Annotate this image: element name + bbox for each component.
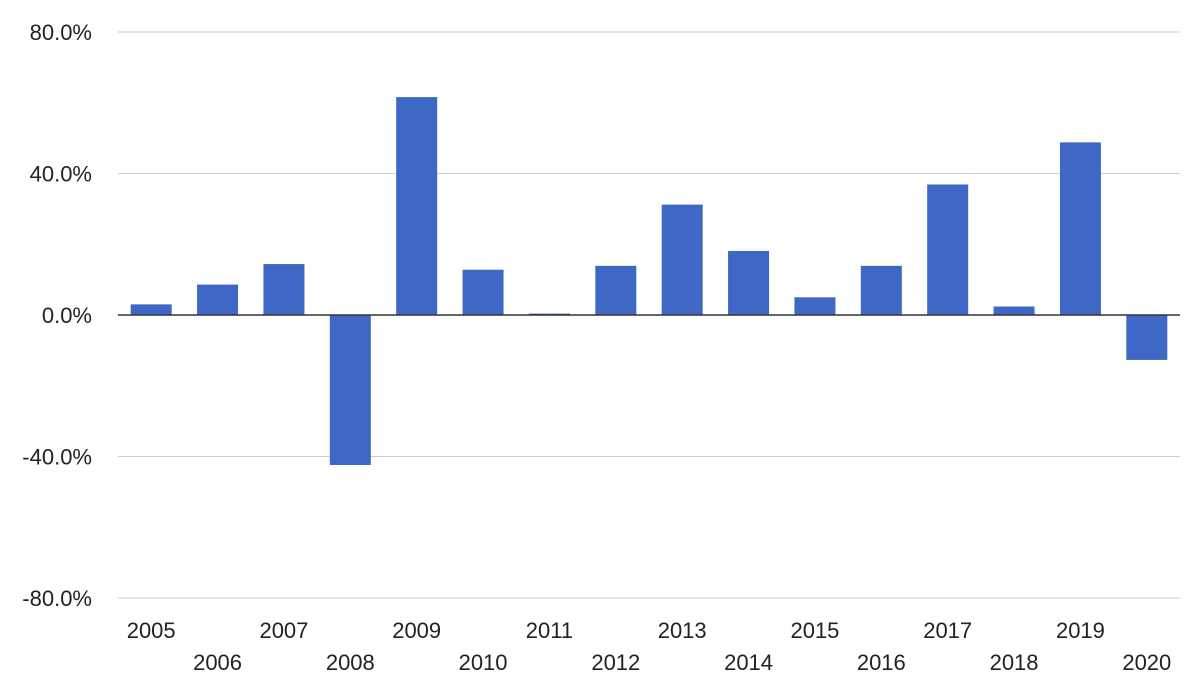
bar-2019 (1059, 142, 1101, 315)
x-tick-label: 2017 (923, 618, 972, 643)
bar-2017 (927, 184, 969, 315)
bar-2018 (993, 306, 1035, 315)
x-tick-label: 2015 (790, 618, 839, 643)
x-tick-label: 2012 (591, 650, 640, 675)
bar-2013 (661, 204, 703, 315)
x-tick-label: 2005 (127, 618, 176, 643)
y-tick-label: -80.0% (22, 586, 92, 611)
x-tick-label: 2020 (1122, 650, 1171, 675)
x-tick-label: 2013 (658, 618, 707, 643)
x-tick-label: 2006 (193, 650, 242, 675)
x-tick-label: 2007 (259, 618, 308, 643)
bar-2008 (329, 315, 371, 465)
x-tick-label: 2018 (990, 650, 1039, 675)
y-tick-label: 80.0% (30, 20, 92, 45)
x-tick-label: 2010 (459, 650, 508, 675)
x-tick-label: 2014 (724, 650, 773, 675)
x-axis-tick-labels: 2005 2006 2007 2008 2009 2010 2011 2012 2013 2014… (127, 618, 1172, 675)
y-tick-label: 40.0% (30, 162, 92, 187)
bar-2009 (396, 97, 438, 315)
bar-2012 (595, 265, 637, 315)
bar-2015 (794, 297, 836, 315)
bar-2006 (197, 284, 239, 315)
x-tick-label: 2011 (526, 618, 573, 643)
y-tick-label: 0.0% (42, 303, 92, 328)
x-tick-label: 2009 (392, 618, 441, 643)
bar-2014 (728, 250, 770, 315)
y-axis-tick-labels: 80.0% 40.0% 0.0% -40.0% -80.0% (22, 20, 92, 611)
x-tick-label: 2008 (326, 650, 375, 675)
bar-2005 (130, 304, 172, 315)
y-tick-label: -40.0% (22, 445, 92, 470)
bars (130, 97, 1168, 465)
bar-2020 (1126, 315, 1168, 360)
x-tick-label: 2016 (857, 650, 906, 675)
bar-2007 (263, 264, 305, 315)
bar-2016 (860, 265, 902, 315)
x-tick-label: 2019 (1056, 618, 1105, 643)
bar-2010 (462, 269, 504, 315)
